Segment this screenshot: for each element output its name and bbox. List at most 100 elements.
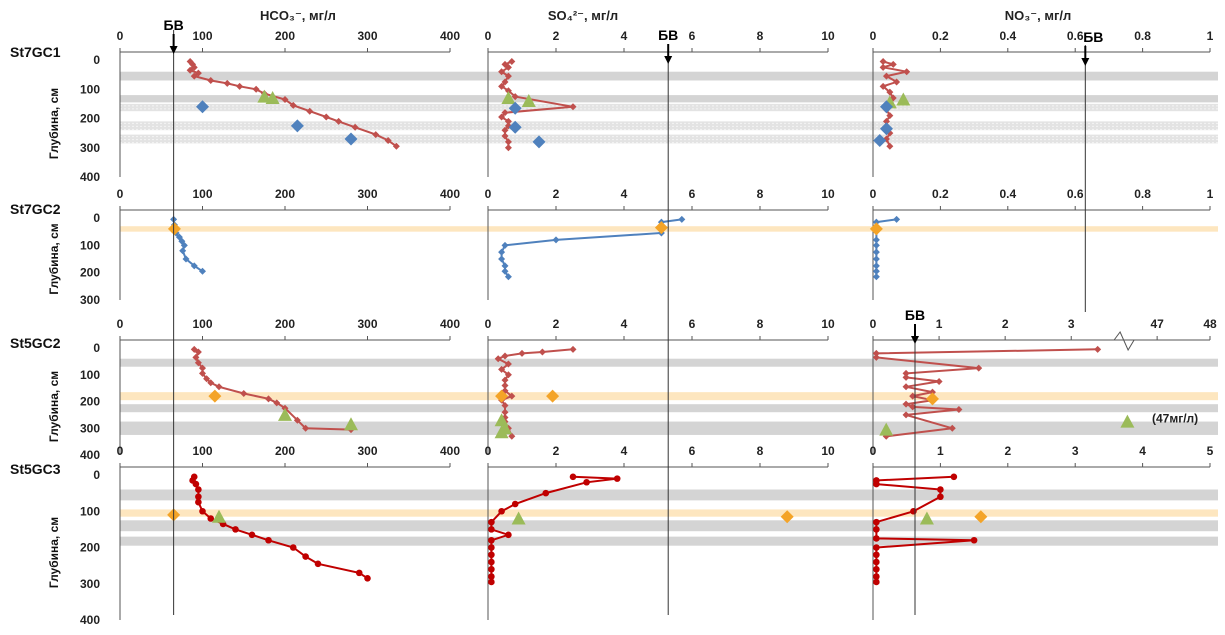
- data-point: [873, 526, 880, 533]
- x-tick-label: 400: [440, 317, 460, 331]
- x-tick-label: 6: [689, 317, 696, 331]
- triangle-marker: [511, 511, 526, 525]
- diamond-marker: [532, 135, 546, 149]
- data-point: [335, 117, 343, 125]
- y-tick-label: 400: [80, 170, 100, 184]
- diamond-marker: [873, 133, 887, 147]
- y-axis-label: Глубина, см: [47, 371, 61, 442]
- data-point: [194, 359, 202, 367]
- data-point: [372, 131, 380, 139]
- data-point: [893, 78, 901, 86]
- x-tick-label: 4: [621, 444, 628, 458]
- data-point: [232, 526, 239, 533]
- data-point: [872, 241, 880, 249]
- data-point: [501, 132, 509, 140]
- x-tick-label: 8: [757, 187, 764, 201]
- x-tick-label: 200: [275, 187, 295, 201]
- data-point: [498, 365, 506, 373]
- y-tick-label: 0: [93, 53, 100, 67]
- data-point: [569, 345, 577, 353]
- data-point: [886, 112, 894, 120]
- y-axis-label: Глубина, см: [47, 517, 61, 588]
- data-point: [902, 411, 910, 419]
- row-label: St5GC3: [10, 461, 61, 477]
- y-tick-label: 300: [80, 577, 100, 591]
- diamond-marker: [508, 120, 522, 134]
- data-point: [192, 353, 200, 361]
- data-point: [501, 109, 509, 117]
- data-point: [203, 375, 211, 383]
- data-point: [289, 544, 297, 551]
- data-point: [265, 536, 272, 544]
- data-point: [498, 68, 506, 76]
- x-tick-label: 2: [1002, 317, 1009, 331]
- data-point: [194, 69, 202, 77]
- data-point: [552, 236, 560, 244]
- data-point: [488, 565, 495, 573]
- data-point: [392, 142, 400, 150]
- data-point: [970, 536, 978, 544]
- data-point: [872, 262, 880, 270]
- data-point: [569, 103, 577, 111]
- column-title: NO₃⁻, мг/л: [1005, 8, 1072, 23]
- depth-band: [120, 536, 1218, 546]
- data-point: [494, 355, 502, 363]
- data-point: [314, 560, 322, 568]
- y-tick-label: 300: [80, 421, 100, 435]
- data-point: [199, 507, 206, 515]
- depth-band: [120, 103, 1218, 112]
- depth-band: [120, 421, 1218, 435]
- data-point: [872, 349, 880, 357]
- data-point: [501, 126, 509, 134]
- data-point: [302, 553, 309, 560]
- bv-label: БВ: [658, 27, 678, 43]
- data-point: [872, 248, 880, 256]
- data-point: [501, 241, 509, 249]
- data-point: [903, 68, 911, 76]
- x-tick-label: 300: [357, 317, 377, 331]
- x-tick-label: 0.4: [999, 187, 1016, 201]
- data-point: [504, 138, 512, 146]
- data-point: [873, 518, 880, 526]
- data-point: [879, 63, 887, 71]
- diamond-marker: [879, 100, 893, 114]
- y-tick-label: 200: [80, 541, 100, 555]
- bv-arrow-head: [169, 46, 178, 54]
- x-tick-label: 100: [192, 317, 212, 331]
- y-tick-label: 100: [80, 368, 100, 382]
- data-point: [501, 78, 509, 86]
- data-point: [293, 416, 301, 424]
- data-point: [518, 349, 526, 357]
- depth-band: [120, 489, 1218, 501]
- diamond-marker: [290, 119, 304, 133]
- x-tick-label: 6: [689, 187, 696, 201]
- depth-band: [120, 226, 1218, 232]
- data-point: [886, 88, 894, 96]
- triangle-marker: [278, 407, 292, 421]
- x-tick-label: 6: [689, 29, 696, 43]
- column-title: HCO₃⁻, мг/л: [260, 8, 336, 23]
- data-point: [498, 255, 506, 263]
- data-point: [501, 267, 509, 275]
- data-point: [182, 255, 190, 263]
- x-tick-label: 6: [689, 444, 696, 458]
- depth-band: [120, 134, 1218, 144]
- x-tick-label: 0.4: [999, 29, 1016, 43]
- triangle-marker: [212, 509, 226, 523]
- data-point: [583, 478, 590, 486]
- y-tick-label: 300: [80, 141, 100, 155]
- x-tick-label: 0: [117, 29, 124, 43]
- diamond-marker: [925, 392, 939, 406]
- diamond-marker: [879, 122, 893, 136]
- data-point: [937, 486, 944, 493]
- data-point: [190, 63, 198, 71]
- data-point: [538, 348, 546, 356]
- x-tick-label: 0: [870, 317, 877, 331]
- triangle-marker: [257, 89, 272, 103]
- data-point: [569, 473, 577, 481]
- data-point: [909, 403, 917, 411]
- x-tick-label: 48: [1203, 317, 1217, 331]
- data-point: [501, 381, 509, 389]
- x-tick-label: 0.2: [932, 187, 949, 201]
- diamond-marker: [869, 222, 883, 236]
